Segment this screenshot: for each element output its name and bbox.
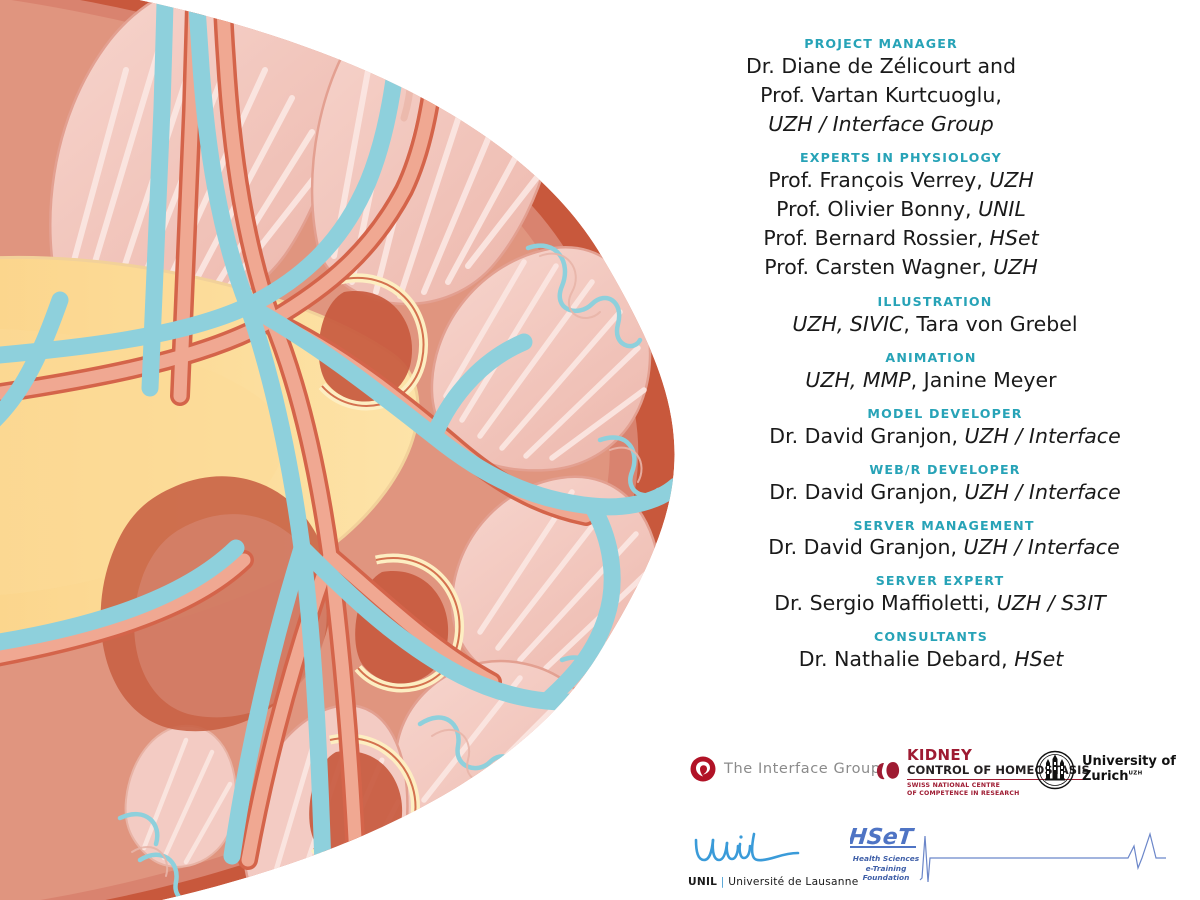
credit-role: SERVER EXPERT bbox=[875, 573, 1005, 589]
credit-block-illustration: ILLUSTRATION UZH, SIVIC, Tara von Grebel bbox=[730, 294, 1140, 339]
logo-kidney-nccr[interactable]: KIDNEY CONTROL OF HOMEOSTASIS SWISS NATI… bbox=[875, 746, 1090, 798]
credit-name: Dr. David Granjon, UZH / Interface bbox=[769, 423, 1121, 448]
credit-name: Dr. David Granjon, UZH / Interface bbox=[769, 479, 1121, 504]
credit-name: Prof. Vartan Kurtcuoglu, bbox=[760, 82, 1002, 107]
credit-role: ANIMATION bbox=[885, 350, 977, 366]
credit-name: Dr. Sergio Maffioletti, UZH / S3IT bbox=[774, 591, 1106, 616]
credit-role: WEB/R DEVELOPER bbox=[869, 461, 1021, 477]
logo-uzh-line-1: University of bbox=[1082, 754, 1176, 770]
credit-name: Dr. David Granjon, UZH / Interface bbox=[768, 535, 1120, 560]
credit-block-consultants: CONSULTANTS Dr. Nathalie Debard, HSet bbox=[722, 629, 1140, 674]
logo-university-of-zurich[interactable]: University of ZurichUZH bbox=[1035, 750, 1176, 790]
credit-role: MODEL DEVELOPER bbox=[867, 405, 1023, 421]
credit-role: PROJECT MANAGER bbox=[804, 36, 958, 51]
ecg-line-icon bbox=[919, 831, 1166, 883]
hset-wordmark-icon: HSeT bbox=[847, 825, 916, 850]
logo-interface-group-label: The Interface Group bbox=[724, 761, 881, 777]
credit-name: Dr. Diane de Zélicourt and bbox=[745, 53, 1017, 78]
cortical-capillaries bbox=[131, 252, 643, 877]
credit-affiliation: UZH / Interface Group bbox=[768, 111, 994, 136]
credit-block-project-manager: PROJECT MANAGER Dr. Diane de Zélicourt a… bbox=[622, 36, 1140, 139]
svg-text:HSeT: HSeT bbox=[850, 825, 916, 850]
kidney-cross-section-illustration bbox=[0, 0, 675, 900]
credit-block-web-r-developer: WEB/R DEVELOPER Dr. David Granjon, UZH /… bbox=[750, 462, 1140, 507]
logo-hset-line-2: e-Training bbox=[865, 863, 907, 873]
credit-block-server-management: SERVER MANAGEMENT Dr. David Granjon, UZH… bbox=[748, 518, 1140, 563]
logo-hset[interactable]: HSeT Health Sciences e-Training Foundati… bbox=[847, 824, 1168, 886]
logo-kidney-small-line-2: OF COMPETENCE IN RESEARCH bbox=[907, 790, 1020, 798]
logo-unil[interactable]: UNIL | Université de Lausanne bbox=[688, 830, 858, 888]
credit-name: UZH, MMP, Janine Meyer bbox=[805, 367, 1057, 392]
logo-uzh-text: University of ZurichUZH bbox=[1082, 755, 1176, 784]
sponsor-logos: The Interface Group KIDNEY CONTROL OF HO… bbox=[660, 742, 1200, 892]
credit-name: Prof. Olivier Bonny, UNIL bbox=[776, 196, 1026, 221]
logo-hset-line-3: Foundation bbox=[862, 873, 910, 883]
credit-name: UZH, SIVIC, Tara von Grebel bbox=[792, 311, 1078, 336]
uzh-seal-icon bbox=[1035, 750, 1075, 790]
logo-interface-group[interactable]: The Interface Group bbox=[690, 756, 881, 782]
credit-role: SERVER MANAGEMENT bbox=[853, 517, 1035, 533]
kidney-bean-icon bbox=[876, 761, 900, 780]
credit-name: Prof. François Verrey, UZH bbox=[768, 167, 1034, 192]
credit-block-model-developer: MODEL DEVELOPER Dr. David Granjon, UZH /… bbox=[750, 406, 1140, 451]
credit-role: ILLUSTRATION bbox=[877, 294, 993, 310]
logo-kidney-title: KIDNEY bbox=[907, 746, 973, 764]
interface-swirl-icon bbox=[690, 756, 716, 782]
logo-kidney-small-line-1: SWISS NATIONAL CENTRE bbox=[907, 782, 1001, 790]
logo-unil-text: UNIL | Université de Lausanne bbox=[688, 876, 859, 888]
credit-role: EXPERTS IN PHYSIOLOGY bbox=[800, 150, 1002, 166]
unil-script-icon bbox=[694, 832, 800, 862]
credit-name: Dr. Nathalie Debard, HSet bbox=[798, 647, 1064, 672]
credit-name: Prof. Bernard Rossier, HSet bbox=[763, 226, 1039, 251]
credit-role: CONSULTANTS bbox=[874, 629, 988, 645]
logo-uzh-line-2: ZurichUZH bbox=[1082, 769, 1143, 784]
credit-block-experts-in-physiology: EXPERTS IN PHYSIOLOGY Prof. François Ver… bbox=[662, 150, 1140, 282]
credit-name: Prof. Carsten Wagner, UZH bbox=[764, 255, 1038, 280]
credit-block-animation: ANIMATION UZH, MMP, Janine Meyer bbox=[722, 350, 1140, 395]
minor-calyces bbox=[100, 291, 449, 864]
credits-panel: PROJECT MANAGER Dr. Diane de Zélicourt a… bbox=[640, 36, 1140, 685]
logo-kidney-subtitle: CONTROL OF HOMEOSTASIS bbox=[907, 762, 1090, 777]
credit-block-server-expert: SERVER EXPERT Dr. Sergio Maffioletti, UZ… bbox=[740, 573, 1140, 618]
logo-kidney-rule bbox=[907, 779, 1090, 781]
logo-hset-line-1: Health Sciences bbox=[852, 854, 920, 863]
